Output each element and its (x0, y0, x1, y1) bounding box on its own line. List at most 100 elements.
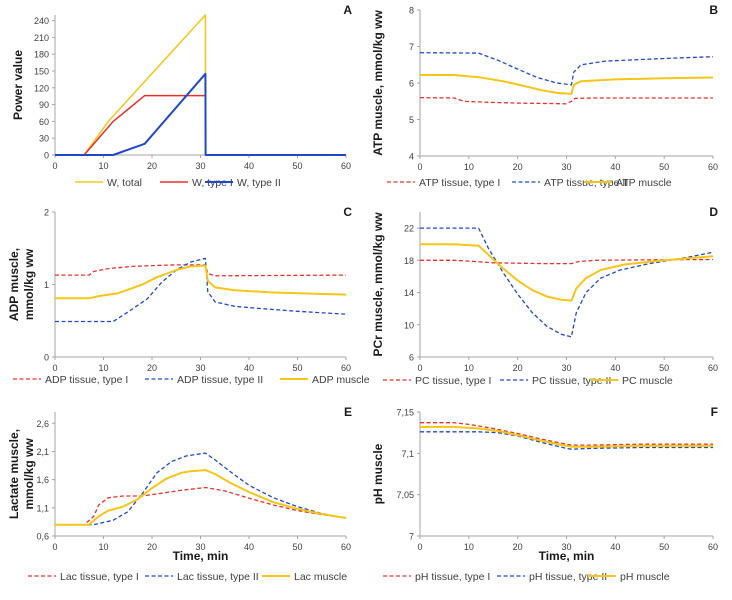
chart-panel-e: 0,6 1,1 1,6 2,1 2,6 0 10 20 30 40 50 60 Lactate musc… (7, 405, 352, 583)
x-tick-label: 0 (52, 363, 57, 373)
x-tick-label: 30 (561, 542, 571, 552)
y-tick-label: 6 (409, 79, 414, 89)
x-tick-label: 10 (98, 161, 108, 171)
legend-entry: pH tissue, type II (529, 571, 607, 583)
x-tick-label: 0 (52, 161, 57, 171)
x-tick-label: 10 (98, 542, 108, 552)
x-tick-label: 60 (708, 542, 718, 552)
y-tick-label: 10 (404, 320, 414, 330)
x-tick-label: 30 (561, 363, 571, 373)
y-tick-label: 7,1 (401, 449, 414, 459)
x-tick-label: 50 (659, 363, 669, 373)
legend-entry: PC tissue, type I (415, 375, 491, 387)
y-tick-label: 210 (34, 33, 49, 43)
chart-panel-f: 7 7,05 7,1 7,15 0 10 20 30 40 50 60 pH muscle Time, … (371, 405, 718, 583)
y-tick-label: 90 (39, 100, 49, 110)
legend: PC tissue, type I PC tissue, type II PC mu… (383, 375, 673, 387)
x-tick-label: 30 (195, 161, 205, 171)
x-tick-label: 40 (244, 161, 254, 171)
series-line-1 (55, 486, 347, 526)
series-line-1 (419, 96, 713, 105)
x-tick-label: 0 (417, 162, 422, 172)
series-line-3 (420, 425, 713, 448)
legend-entry: ADP muscle (312, 374, 370, 386)
legend: pH tissue, type I pH tissue, type II pH mu… (383, 571, 670, 583)
x-tick-label: 20 (147, 542, 157, 552)
y-tick-label: 6 (409, 353, 414, 363)
panel-letter: D (709, 205, 718, 219)
y-tick-label: 0,6 (36, 532, 49, 542)
series-line-1 (420, 258, 714, 265)
x-tick-label: 0 (52, 542, 57, 552)
y-tick-label: 14 (404, 288, 414, 298)
y-axis-label: Power value (11, 50, 25, 120)
legend-entry: PC muscle (622, 375, 673, 387)
x-tick-label: 30 (195, 363, 205, 373)
y-axis-label: Lactate muscle,mmol/kg ww (7, 429, 36, 519)
panel-letter: C (343, 205, 352, 219)
y-tick-label: 60 (39, 117, 49, 127)
y-tick-label: 150 (34, 67, 49, 77)
x-tick-label: 40 (610, 542, 620, 552)
y-axis-label: ATP muscle, mmol/kg ww (371, 10, 385, 156)
x-tick-label: 40 (244, 542, 254, 552)
panel-letter: F (711, 405, 718, 419)
y-tick-label: 8 (409, 6, 414, 16)
series-line-2 (420, 431, 713, 450)
y-tick-label: 1 (44, 280, 49, 290)
y-tick-label: 180 (34, 50, 49, 60)
x-tick-label: 50 (292, 542, 302, 552)
x-tick-label: 30 (195, 542, 205, 552)
y-tick-label: 2,1 (36, 447, 49, 457)
x-tick-label: 10 (464, 363, 474, 373)
y-tick-label: 7 (409, 42, 414, 52)
x-tick-label: 50 (659, 162, 669, 172)
legend-entry: PC tissue, type II (532, 375, 611, 387)
panel-letter: B (709, 3, 718, 17)
x-tick-label: 10 (464, 542, 474, 552)
legend-entry: Lac tissue, type II (177, 571, 259, 583)
x-tick-label: 0 (417, 363, 422, 373)
legend-entry: ADP tissue, type I (45, 374, 128, 386)
series-line-3 (55, 264, 347, 300)
series-line-1 (55, 14, 346, 156)
x-tick-label: 0 (417, 542, 422, 552)
x-tick-label: 20 (513, 162, 523, 172)
x-tick-label: 10 (464, 162, 474, 172)
y-tick-label: 30 (39, 134, 49, 144)
legend-entry: ATP muscle (616, 177, 672, 189)
y-axis-label: ADP muscle,mmol/kg ww (7, 248, 36, 321)
x-tick-label: 30 (561, 162, 571, 172)
y-tick-label: 1,1 (36, 503, 49, 513)
series-line-2 (55, 452, 347, 526)
x-tick-label: 60 (708, 162, 718, 172)
x-tick-label: 50 (292, 161, 302, 171)
chart-panel-d: 6 10 14 18 22 0 10 20 30 40 50 60 PCr muscle, mmol/k… (371, 205, 718, 387)
y-tick-label: 240 (34, 16, 49, 26)
x-axis-label: Time, min (173, 549, 229, 563)
series-line-3 (420, 74, 714, 95)
series-line-3 (420, 243, 714, 302)
y-axis-label: PCr muscle, mmol/kg ww (371, 212, 385, 357)
legend-entry: Lac tissue, type I (60, 571, 139, 583)
legend-entry: W, type II (237, 177, 281, 189)
legend-entry: pH tissue, type I (415, 571, 490, 583)
x-tick-label: 60 (341, 542, 351, 552)
legend-entry: ATP tissue, type I (419, 177, 500, 189)
series-line-2 (55, 257, 347, 323)
x-tick-label: 10 (98, 363, 108, 373)
series-line-3 (55, 469, 347, 526)
y-tick-label: 2,6 (36, 419, 49, 429)
x-tick-label: 40 (610, 363, 620, 373)
series-line-3 (55, 72, 346, 156)
y-tick-label: 18 (404, 256, 414, 266)
x-tick-label: 60 (341, 363, 351, 373)
series-line-1 (420, 422, 713, 446)
legend-entry: Lac muscle (294, 571, 347, 583)
y-tick-label: 22 (404, 224, 414, 234)
y-tick-label: 0 (44, 353, 49, 363)
panel-letter: E (344, 405, 352, 419)
chart-panel-b: 4 5 6 7 8 0 10 20 30 40 50 60 ATP muscle, mmol/kg ww… (371, 3, 718, 189)
